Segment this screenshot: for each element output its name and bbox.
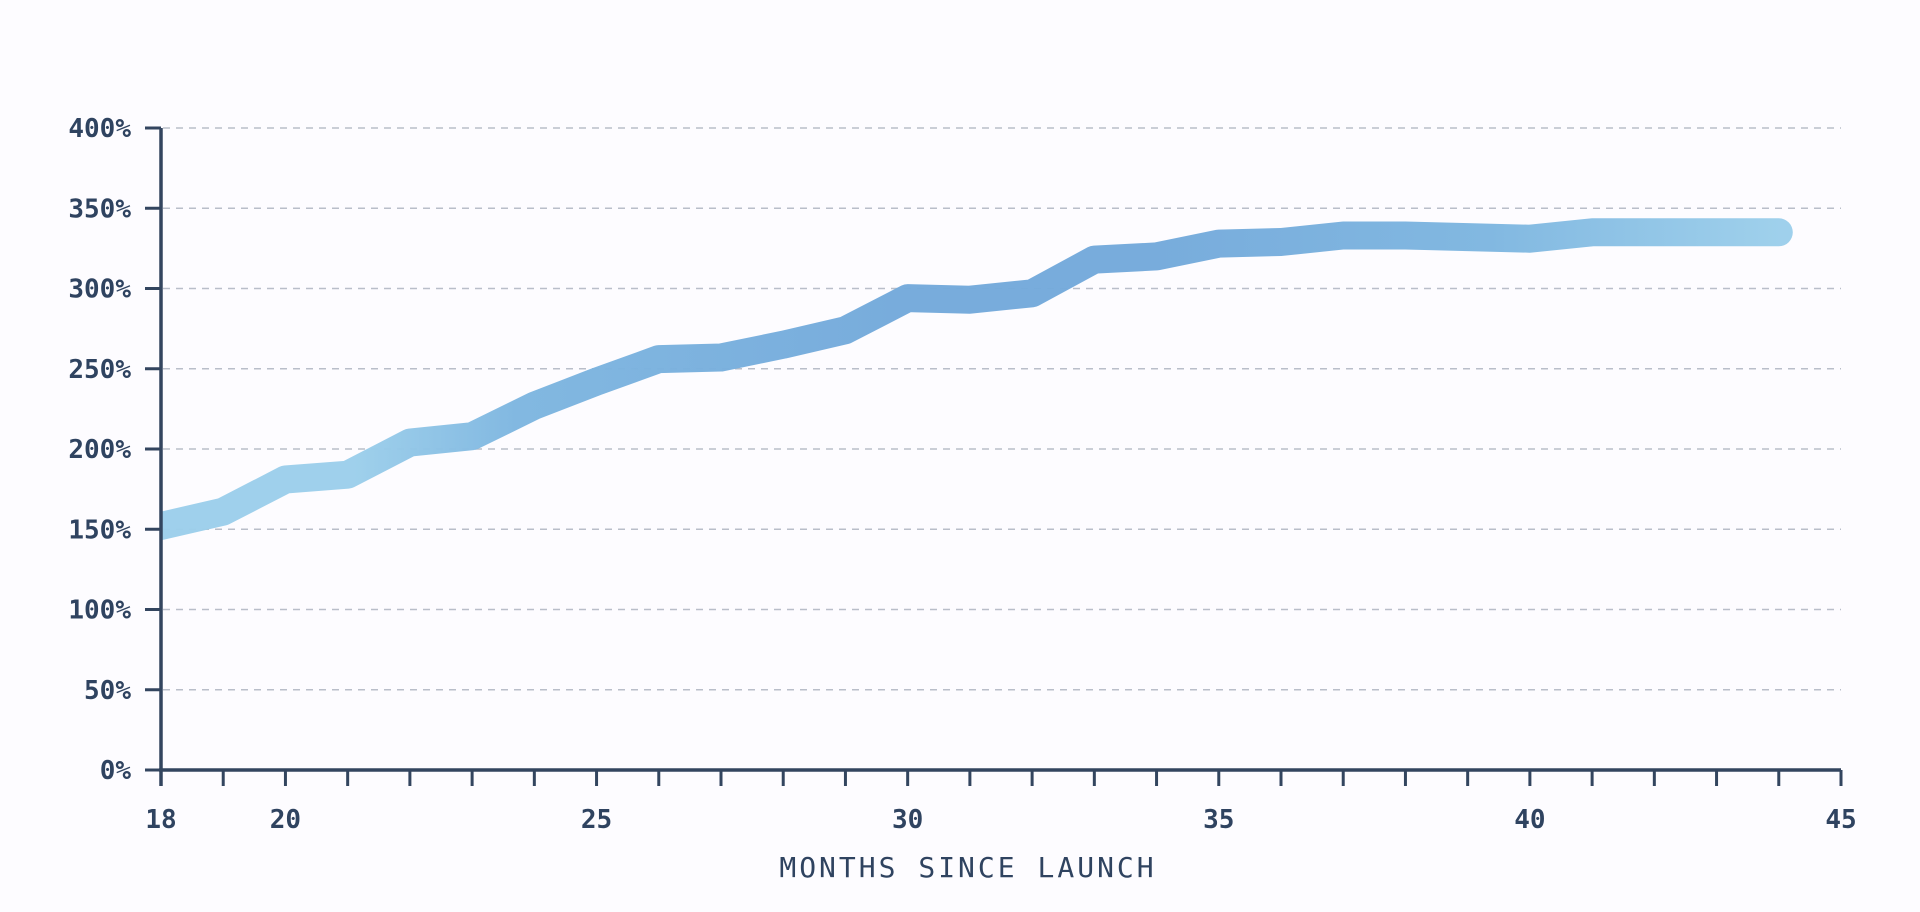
data-point-21 [347,474,349,476]
y-tick-label-100: 100% [68,596,131,626]
data-point-30 [907,297,909,299]
y-tick-label-200: 200% [68,435,131,465]
x-tick-label-20: 20 [270,805,301,835]
data-point-44 [1778,231,1780,233]
y-tick-label-300: 300% [68,275,131,305]
data-point-24 [533,405,535,407]
data-point-19 [222,511,224,513]
data-point-31 [969,299,971,301]
data-point-41 [1591,231,1593,233]
data-point-32 [1031,292,1033,294]
y-tick-label-50: 50% [84,676,131,706]
data-point-33 [1093,259,1095,261]
data-point-36 [1280,241,1282,243]
axes [145,126,1843,786]
data-point-20 [284,479,286,481]
data-point-23 [471,435,473,437]
grid-lines [163,127,1841,691]
data-point-22 [409,442,411,444]
y-tick-label-350: 350% [68,194,131,224]
y-tick-label-150: 150% [68,515,131,545]
x-tick-label-45: 45 [1825,805,1856,835]
x-tick-label-40: 40 [1514,805,1545,835]
data-point-39 [1467,236,1469,238]
data-point-28 [782,344,784,346]
y-tick-label-400: 400% [68,114,131,144]
data-point-37 [1342,235,1344,237]
x-tick-label-25: 25 [581,805,612,835]
x-axis-title: MONTHS SINCE LAUNCH [779,851,1156,884]
data-point-34 [1156,255,1158,257]
data-point-35 [1218,243,1220,245]
x-tick-label-30: 30 [892,805,923,835]
x-tick-label-18: 18 [145,805,176,835]
series-line-0 [160,218,1793,540]
data-point-27 [720,357,722,359]
data-point-26 [658,358,660,360]
tick-labels: 0% 50% 100% 150% 200% 250% 300% 350% 400% 18 20 25 3… [68,114,1856,835]
y-tick-label-0: 0% [100,756,132,786]
series-layer [160,218,1793,540]
data-point-42 [1653,231,1655,233]
data-point-25 [596,381,598,383]
data-point-43 [1716,231,1718,233]
data-point-40 [1529,238,1531,240]
data-point-38 [1404,235,1406,237]
x-tick-label-35: 35 [1203,805,1234,835]
data-point-29 [844,329,846,331]
y-tick-label-250: 250% [68,355,131,385]
